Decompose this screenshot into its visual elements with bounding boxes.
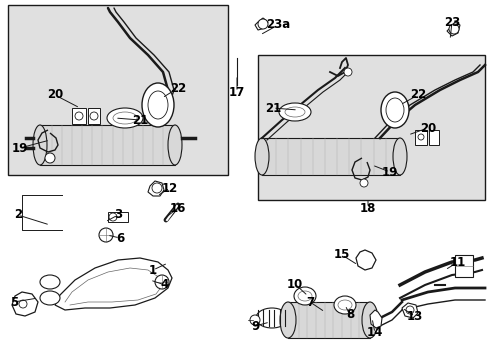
Text: 22: 22 bbox=[169, 81, 186, 94]
Ellipse shape bbox=[343, 68, 351, 76]
Text: 21: 21 bbox=[132, 113, 148, 126]
Bar bbox=[72, 108, 86, 124]
Ellipse shape bbox=[405, 306, 413, 314]
Text: 10: 10 bbox=[286, 278, 303, 291]
Polygon shape bbox=[254, 18, 267, 30]
Ellipse shape bbox=[155, 275, 169, 289]
Ellipse shape bbox=[293, 287, 315, 305]
Text: 11: 11 bbox=[449, 256, 465, 269]
Ellipse shape bbox=[417, 134, 423, 140]
Ellipse shape bbox=[392, 138, 406, 175]
Polygon shape bbox=[148, 181, 163, 196]
Text: 23a: 23a bbox=[265, 18, 289, 31]
Ellipse shape bbox=[279, 103, 310, 121]
Text: 8: 8 bbox=[345, 309, 353, 321]
Ellipse shape bbox=[168, 125, 182, 165]
Text: 12: 12 bbox=[162, 181, 178, 194]
Text: 20: 20 bbox=[419, 122, 435, 135]
Text: 18: 18 bbox=[359, 202, 375, 215]
Bar bbox=[454, 255, 472, 277]
Text: 17: 17 bbox=[228, 85, 244, 99]
Text: 7: 7 bbox=[305, 296, 313, 309]
Ellipse shape bbox=[113, 112, 137, 124]
Polygon shape bbox=[369, 310, 381, 328]
Ellipse shape bbox=[45, 153, 55, 163]
Text: 15: 15 bbox=[333, 248, 349, 261]
Ellipse shape bbox=[107, 108, 142, 128]
Text: 9: 9 bbox=[250, 320, 259, 333]
Polygon shape bbox=[446, 22, 459, 36]
Polygon shape bbox=[401, 303, 417, 318]
Ellipse shape bbox=[361, 302, 377, 338]
Ellipse shape bbox=[75, 112, 83, 120]
Ellipse shape bbox=[385, 98, 403, 122]
Ellipse shape bbox=[142, 83, 174, 127]
Ellipse shape bbox=[380, 92, 408, 128]
Ellipse shape bbox=[258, 19, 267, 29]
Ellipse shape bbox=[337, 300, 351, 310]
Ellipse shape bbox=[40, 275, 60, 289]
Ellipse shape bbox=[19, 300, 27, 308]
Polygon shape bbox=[55, 258, 172, 310]
Ellipse shape bbox=[280, 302, 295, 338]
Text: 6: 6 bbox=[116, 231, 124, 244]
Bar bbox=[414, 130, 426, 145]
Ellipse shape bbox=[109, 213, 117, 221]
Text: 13: 13 bbox=[406, 310, 422, 323]
Bar bbox=[287, 302, 369, 338]
Ellipse shape bbox=[285, 107, 305, 117]
Bar bbox=[40, 125, 175, 165]
Bar bbox=[428, 130, 438, 145]
Text: 5: 5 bbox=[10, 296, 18, 309]
Bar bbox=[8, 5, 227, 175]
Ellipse shape bbox=[254, 138, 268, 175]
Ellipse shape bbox=[40, 291, 60, 305]
Ellipse shape bbox=[99, 228, 113, 242]
Text: 23: 23 bbox=[443, 15, 459, 28]
Polygon shape bbox=[12, 292, 38, 316]
Bar bbox=[88, 108, 100, 124]
Bar bbox=[258, 55, 484, 200]
Ellipse shape bbox=[249, 315, 260, 325]
Ellipse shape bbox=[90, 112, 98, 120]
Text: 19: 19 bbox=[381, 166, 397, 179]
Text: 4: 4 bbox=[161, 279, 169, 292]
Ellipse shape bbox=[152, 183, 162, 193]
Ellipse shape bbox=[448, 24, 458, 34]
Text: 16: 16 bbox=[169, 202, 186, 215]
Ellipse shape bbox=[359, 179, 367, 187]
Bar bbox=[108, 212, 128, 222]
Text: 14: 14 bbox=[366, 327, 383, 339]
Text: 2: 2 bbox=[14, 208, 22, 221]
Text: 19: 19 bbox=[12, 141, 28, 154]
Text: 20: 20 bbox=[47, 89, 63, 102]
Text: 22: 22 bbox=[409, 89, 425, 102]
Text: 21: 21 bbox=[264, 102, 281, 114]
Text: 3: 3 bbox=[114, 208, 122, 221]
Ellipse shape bbox=[297, 291, 311, 301]
Ellipse shape bbox=[33, 125, 47, 165]
Polygon shape bbox=[355, 250, 375, 270]
Text: 1: 1 bbox=[149, 264, 157, 276]
Ellipse shape bbox=[148, 91, 168, 119]
Bar bbox=[262, 138, 399, 175]
Ellipse shape bbox=[333, 296, 355, 314]
